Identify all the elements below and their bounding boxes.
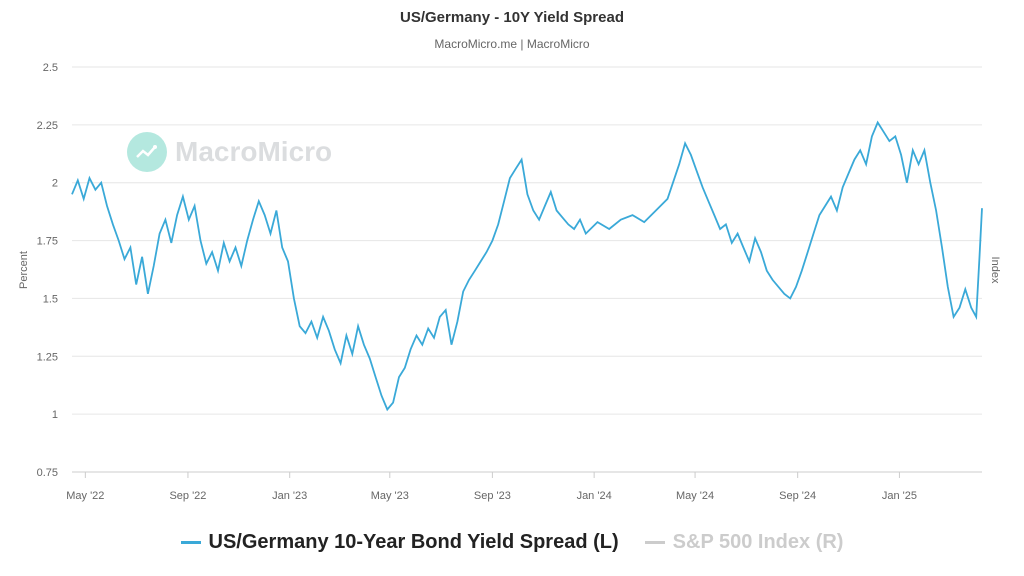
x-tick-label: Sep '23 (474, 490, 511, 502)
chart-logo-icon (127, 132, 167, 172)
x-tick-label: Jan '23 (272, 490, 307, 502)
legend-item-sp500[interactable]: S&P 500 Index (R) (644, 530, 844, 554)
y-tick-label: 1.75 (37, 236, 58, 248)
chart-title: US/Germany - 10Y Yield Spread (400, 9, 624, 26)
x-tick-label: Sep '24 (779, 490, 816, 502)
legend-swatch-sp500 (644, 540, 665, 544)
legend-item-yield-spread[interactable]: US/Germany 10-Year Bond Yield Spread (L) (180, 530, 619, 554)
series-line-yield-spread[interactable] (71, 120, 983, 412)
x-tick-label: May '24 (676, 490, 714, 502)
x-tick-label: Sep '22 (169, 490, 206, 502)
x-axis-ticks: May '22 Sep '22 Jan '23 May '23 Sep '23 Jan '… (66, 472, 917, 502)
y-tick-label: 1.5 (43, 293, 58, 305)
y-axis-label: Percent (18, 251, 30, 289)
y-tick-label: 1.25 (37, 351, 58, 363)
y-tick-label: 2.5 (43, 62, 58, 74)
x-tick-label: May '22 (66, 490, 104, 502)
legend-label-sp500: S&P 500 Index (R) (672, 530, 844, 553)
chart-subtitle: MacroMicro.me | MacroMicro (434, 37, 590, 51)
y-tick-label: 0.75 (37, 467, 58, 479)
x-tick-label: Jan '24 (577, 490, 612, 502)
watermark-label: MacroMicro (175, 136, 333, 167)
watermark: MacroMicro (127, 132, 332, 172)
y2-axis-label: Index (989, 257, 1001, 284)
legend-swatch-yield-spread (180, 540, 201, 544)
x-tick-label: May '23 (371, 490, 409, 502)
legend: US/Germany 10-Year Bond Yield Spread (L)… (0, 527, 1024, 557)
chart-plot: 0.75 1 1.25 1.5 1.75 2 2.25 2.5 May '22 Sep '22 J… (18, 62, 1001, 502)
gridlines (72, 66, 982, 415)
y-tick-label: 2.25 (37, 120, 58, 132)
legend-label-yield-spread: US/Germany 10-Year Bond Yield Spread (L) (208, 530, 619, 553)
x-tick-label: Jan '25 (882, 490, 917, 502)
y-tick-label: 2 (52, 178, 58, 190)
y-tick-label: 1 (52, 409, 58, 421)
y-axis-ticks: 0.75 1 1.25 1.5 1.75 2 2.25 2.5 (37, 62, 58, 479)
